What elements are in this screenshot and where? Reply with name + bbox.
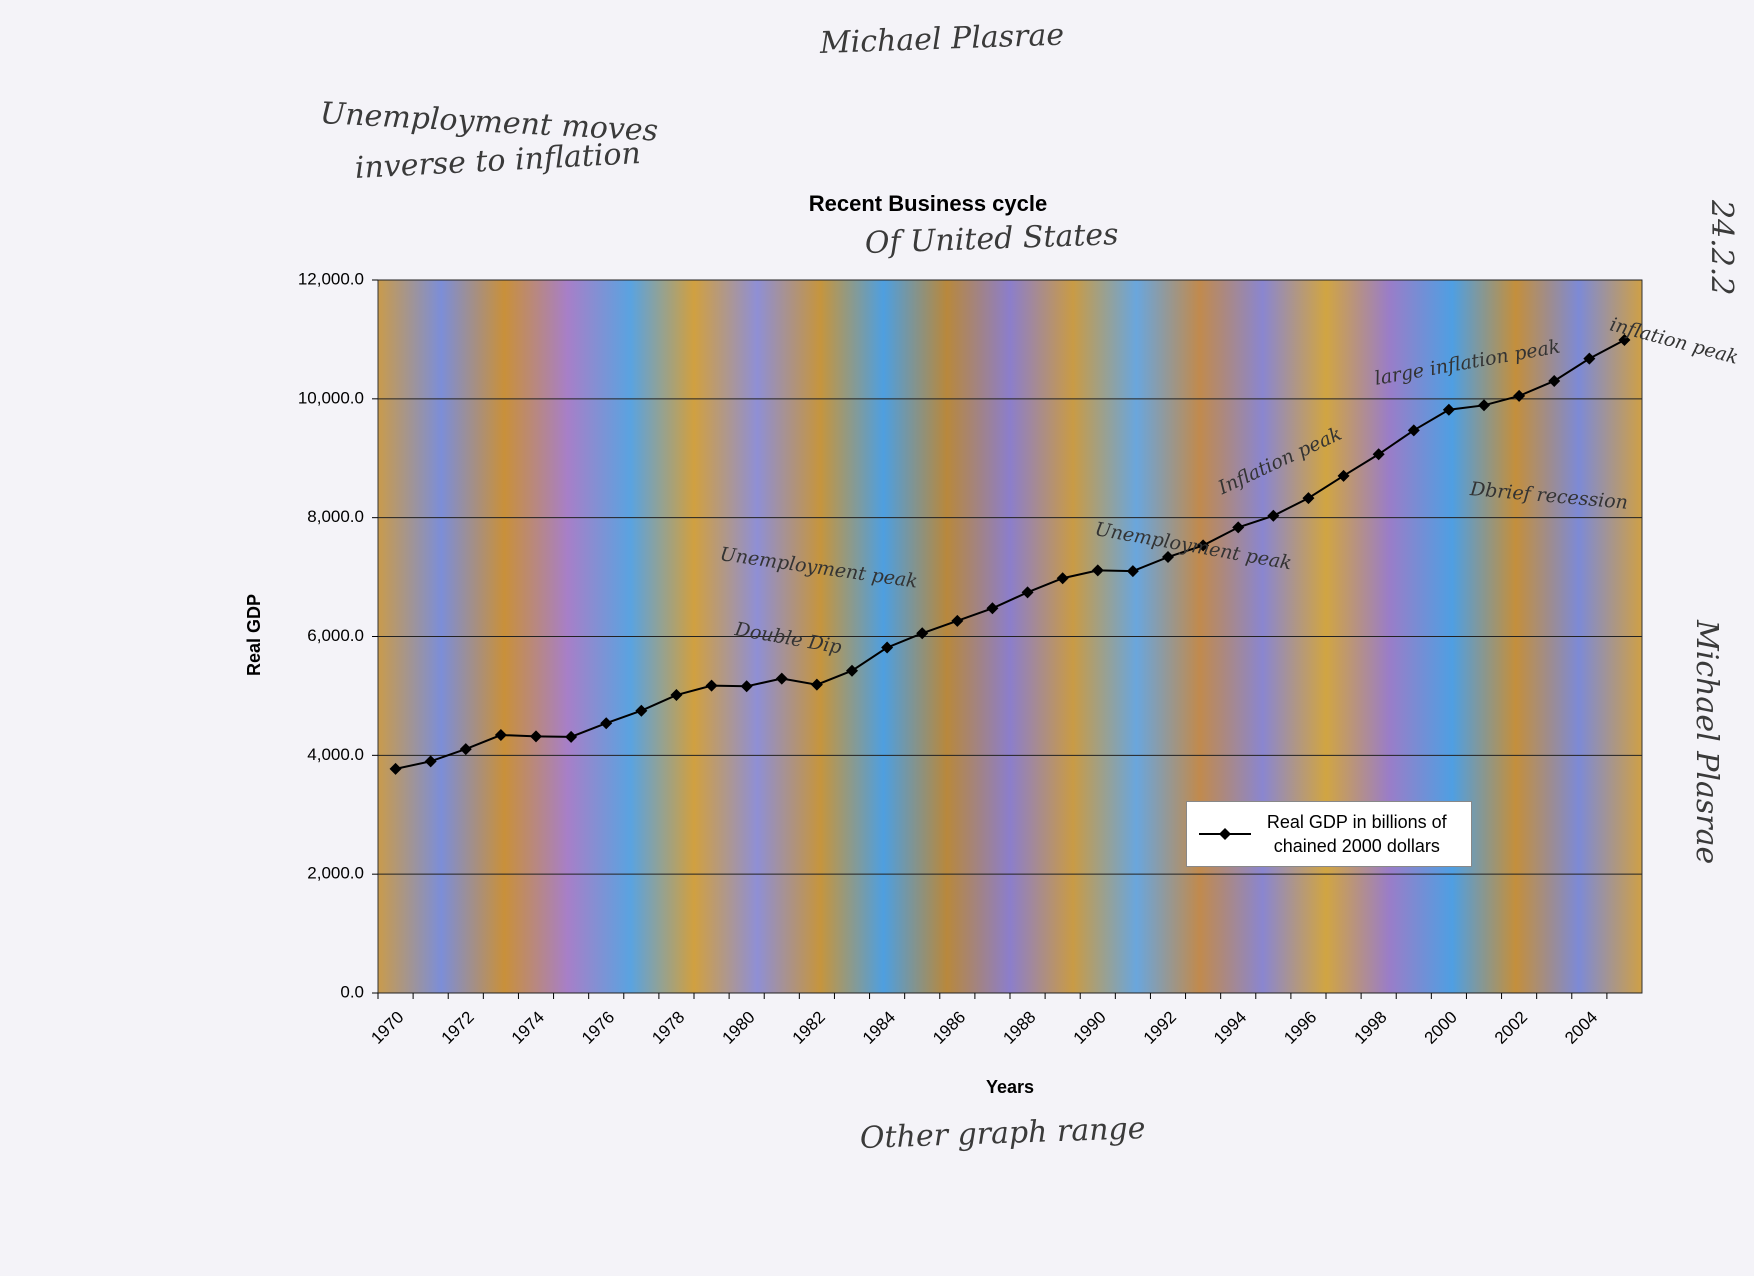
x-tick-label: 1974: [508, 1008, 548, 1048]
x-tick-label: 2002: [1491, 1008, 1531, 1048]
data-point: [1021, 586, 1034, 599]
legend-label: Real GDP in billions of chained 2000 dol…: [1266, 812, 1447, 856]
data-point: [881, 641, 894, 654]
data-point: [705, 679, 718, 692]
data-point: [1056, 572, 1069, 585]
data-point: [1548, 374, 1561, 387]
data-point: [530, 730, 542, 743]
data-point: [846, 664, 858, 677]
handwritten-note: Michael Plasrae: [1689, 619, 1724, 864]
data-point: [740, 680, 753, 693]
data-point: [1162, 551, 1174, 564]
x-axis-title: Years: [986, 1077, 1034, 1097]
chart-title: Recent Business cycle: [809, 191, 1047, 216]
data-point: [635, 704, 648, 717]
data-point: [1372, 448, 1385, 461]
x-tick-label: 2000: [1421, 1008, 1461, 1048]
y-tick-label: 12,000.0: [298, 269, 364, 288]
x-tick-label: 1984: [859, 1008, 899, 1048]
data-point: [1267, 509, 1280, 522]
x-tick-label: 1998: [1350, 1008, 1390, 1048]
data-point: [1337, 469, 1350, 482]
data-point: [1126, 565, 1139, 578]
x-tick-label: 1994: [1210, 1008, 1250, 1048]
y-tick-label: 2,000.0: [307, 864, 364, 883]
x-tick-label: 1978: [648, 1008, 688, 1048]
data-point: [600, 717, 613, 730]
data-point: [1478, 399, 1490, 412]
handwritten-note: 24.2.2: [1704, 199, 1739, 295]
y-tick-label: 10,000.0: [298, 388, 364, 407]
data-point: [494, 729, 507, 742]
y-axis-title: Real GDP: [244, 594, 264, 676]
y-tick-label: 4,000.0: [307, 745, 364, 764]
x-tick-label: 1980: [718, 1008, 758, 1048]
data-point: [1091, 564, 1104, 577]
data-point: [1407, 424, 1420, 437]
data-point: [1302, 492, 1315, 505]
data-point: [389, 762, 402, 775]
x-tick-label: 1982: [789, 1008, 829, 1048]
data-point: [1232, 521, 1245, 534]
handwritten-note: Michael Plasrae: [818, 17, 1064, 61]
x-tick-label: 2004: [1561, 1008, 1601, 1048]
data-point: [951, 614, 964, 627]
x-tick-label: 1972: [438, 1008, 478, 1048]
data-point: [1513, 389, 1526, 402]
data-point: [424, 755, 437, 768]
x-tick-label: 1970: [367, 1008, 407, 1048]
x-tick-label: 1992: [1140, 1008, 1180, 1048]
y-tick-label: 6,000.0: [307, 626, 364, 645]
data-point: [775, 672, 788, 685]
data-point: [565, 730, 578, 743]
x-tick-label: 1986: [929, 1008, 969, 1048]
x-tick-label: 1996: [1280, 1008, 1320, 1048]
data-point: [810, 678, 823, 691]
data-point: [1618, 334, 1631, 347]
data-point: [986, 602, 999, 615]
data-point: [1197, 539, 1210, 552]
x-tick-label: 1988: [999, 1008, 1039, 1048]
data-point: [1583, 352, 1596, 365]
x-tick-label: 1976: [578, 1008, 618, 1048]
y-tick-label: 0.0: [340, 982, 364, 1001]
handwritten-note: inverse to inflation: [354, 136, 642, 186]
handwritten-note: Other graph range: [859, 1111, 1146, 1156]
x-tick-label: 1990: [1070, 1008, 1110, 1048]
legend: Real GDP in billions of chained 2000 dol…: [1186, 801, 1472, 867]
data-point: [1442, 403, 1455, 416]
data-point: [916, 627, 929, 640]
series-line: [395, 339, 1625, 770]
y-tick-label: 8,000.0: [307, 507, 364, 526]
data-point: [459, 743, 472, 756]
data-point: [670, 689, 683, 702]
legend-marker: [1199, 828, 1251, 840]
handwritten-note: Of United States: [864, 217, 1119, 261]
